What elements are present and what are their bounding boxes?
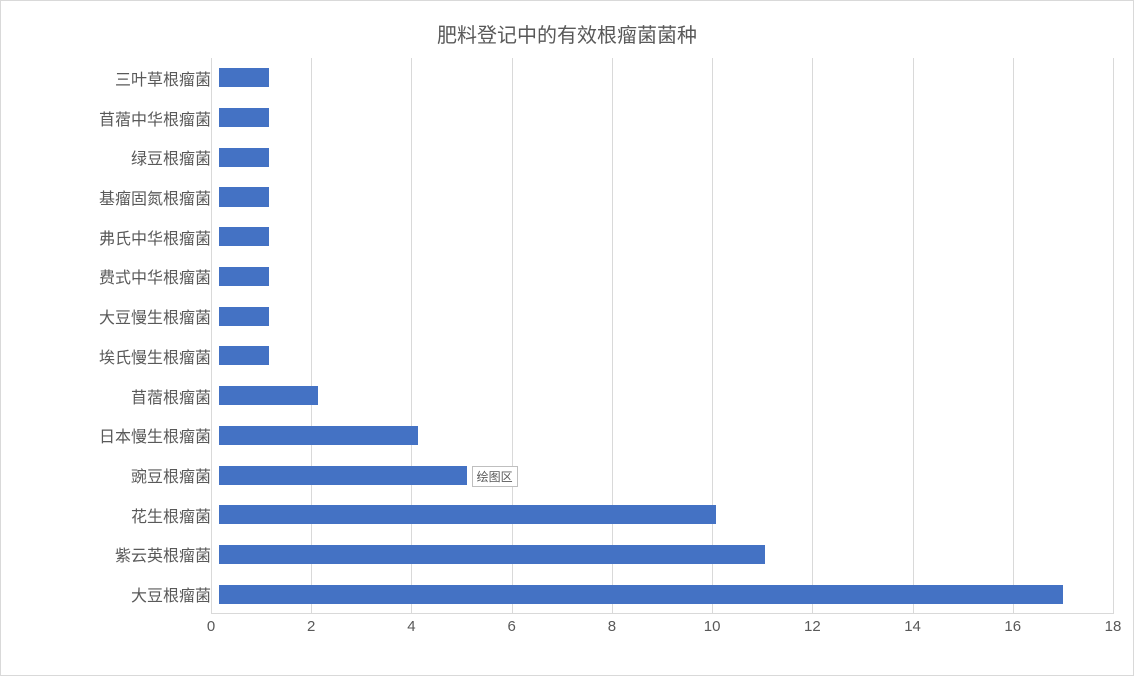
bar [219, 545, 765, 564]
bars-region: 三叶草根瘤菌苜蓿中华根瘤菌绿豆根瘤菌基瘤固氮根瘤菌弗氏中华根瘤菌费式中华根瘤菌大… [21, 58, 1113, 614]
chart-frame: 肥料登记中的有效根瘤菌菌种 三叶草根瘤菌苜蓿中华根瘤菌绿豆根瘤菌基瘤固氮根瘤菌弗… [0, 0, 1134, 676]
bar [219, 585, 1063, 604]
bar-row: 埃氏慢生根瘤菌 [21, 336, 1113, 376]
x-tick-label: 6 [507, 618, 515, 635]
bar-track [219, 336, 1113, 376]
y-category-label: 绿豆根瘤菌 [21, 145, 219, 169]
bar-track [219, 177, 1113, 217]
bar-track [219, 257, 1113, 297]
bar [219, 148, 269, 167]
bar-row: 费式中华根瘤菌 [21, 257, 1113, 297]
bar-track [219, 58, 1113, 98]
gridline [1113, 58, 1114, 614]
bar-track [219, 376, 1113, 416]
bar-track [219, 495, 1113, 535]
y-category-label: 基瘤固氮根瘤菌 [21, 185, 219, 209]
bar-track [219, 137, 1113, 177]
y-category-label: 苜蓿根瘤菌 [21, 384, 219, 408]
y-category-label: 大豆根瘤菌 [21, 582, 219, 606]
bar [219, 426, 418, 445]
chart-title: 肥料登记中的有效根瘤菌菌种 [21, 19, 1113, 48]
bar [219, 187, 269, 206]
bar-row: 大豆根瘤菌 [21, 574, 1113, 614]
bar [219, 267, 269, 286]
bar-row: 三叶草根瘤菌 [21, 58, 1113, 98]
bar-track [219, 296, 1113, 336]
x-tick-label: 2 [307, 618, 315, 635]
bar-row: 紫云英根瘤菌 [21, 535, 1113, 575]
bar-row: 日本慢生根瘤菌 [21, 415, 1113, 455]
bar-track [219, 415, 1113, 455]
y-category-label: 苜蓿中华根瘤菌 [21, 106, 219, 130]
plot-area: 三叶草根瘤菌苜蓿中华根瘤菌绿豆根瘤菌基瘤固氮根瘤菌弗氏中华根瘤菌费式中华根瘤菌大… [21, 58, 1113, 640]
y-category-label: 花生根瘤菌 [21, 503, 219, 527]
x-tick-label: 14 [904, 618, 921, 635]
bar [219, 307, 269, 326]
y-category-label: 埃氏慢生根瘤菌 [21, 344, 219, 368]
bars-inner: 三叶草根瘤菌苜蓿中华根瘤菌绿豆根瘤菌基瘤固氮根瘤菌弗氏中华根瘤菌费式中华根瘤菌大… [21, 58, 1113, 614]
x-tick-label: 10 [704, 618, 721, 635]
y-category-label: 三叶草根瘤菌 [21, 66, 219, 90]
bar-row: 绿豆根瘤菌 [21, 137, 1113, 177]
bar [219, 68, 269, 87]
y-category-label: 紫云英根瘤菌 [21, 542, 219, 566]
bar-track [219, 98, 1113, 138]
bar-row: 苜蓿根瘤菌 [21, 376, 1113, 416]
bar [219, 466, 467, 485]
x-ticks: 024681012141618 [211, 614, 1113, 640]
x-tick-label: 4 [407, 618, 415, 635]
y-category-label: 大豆慢生根瘤菌 [21, 304, 219, 328]
bar-row: 基瘤固氮根瘤菌 [21, 177, 1113, 217]
bar-row: 花生根瘤菌 [21, 495, 1113, 535]
bar [219, 386, 318, 405]
x-tick-label: 8 [608, 618, 616, 635]
y-category-label: 费式中华根瘤菌 [21, 264, 219, 288]
y-category-label: 日本慢生根瘤菌 [21, 423, 219, 447]
bar [219, 346, 269, 365]
y-category-label: 豌豆根瘤菌 [21, 463, 219, 487]
bar-row: 苜蓿中华根瘤菌 [21, 98, 1113, 138]
x-tick-label: 16 [1004, 618, 1021, 635]
bar-row: 大豆慢生根瘤菌 [21, 296, 1113, 336]
y-category-label: 弗氏中华根瘤菌 [21, 225, 219, 249]
bar-row: 弗氏中华根瘤菌 [21, 217, 1113, 257]
bar-track [219, 574, 1113, 614]
x-tick-label: 0 [207, 618, 215, 635]
bar [219, 227, 269, 246]
bar [219, 108, 269, 127]
bar [219, 505, 716, 524]
bar-track [219, 217, 1113, 257]
y-axis-spacer [21, 614, 211, 640]
bar-track [219, 535, 1113, 575]
bar-row: 豌豆根瘤菌 [21, 455, 1113, 495]
x-tick-label: 12 [804, 618, 821, 635]
x-tick-label: 18 [1105, 618, 1122, 635]
x-axis: 024681012141618 [21, 614, 1113, 640]
bar-track [219, 455, 1113, 495]
